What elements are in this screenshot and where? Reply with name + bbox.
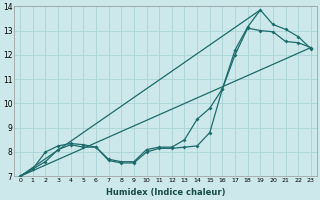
X-axis label: Humidex (Indice chaleur): Humidex (Indice chaleur) [106,188,225,197]
